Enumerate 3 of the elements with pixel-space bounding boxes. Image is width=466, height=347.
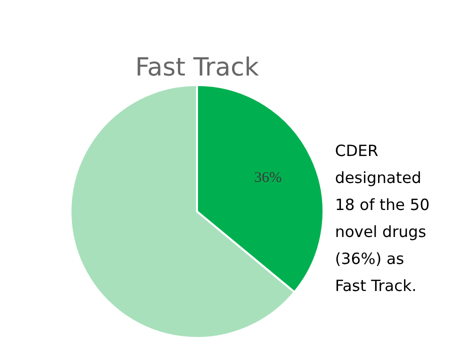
chart-title: Fast Track — [135, 52, 260, 82]
data-label: 36% — [254, 170, 282, 186]
text: CDER designated 18 of the 50 novel drugs (36%) as Fast Track. — [335, 141, 430, 297]
